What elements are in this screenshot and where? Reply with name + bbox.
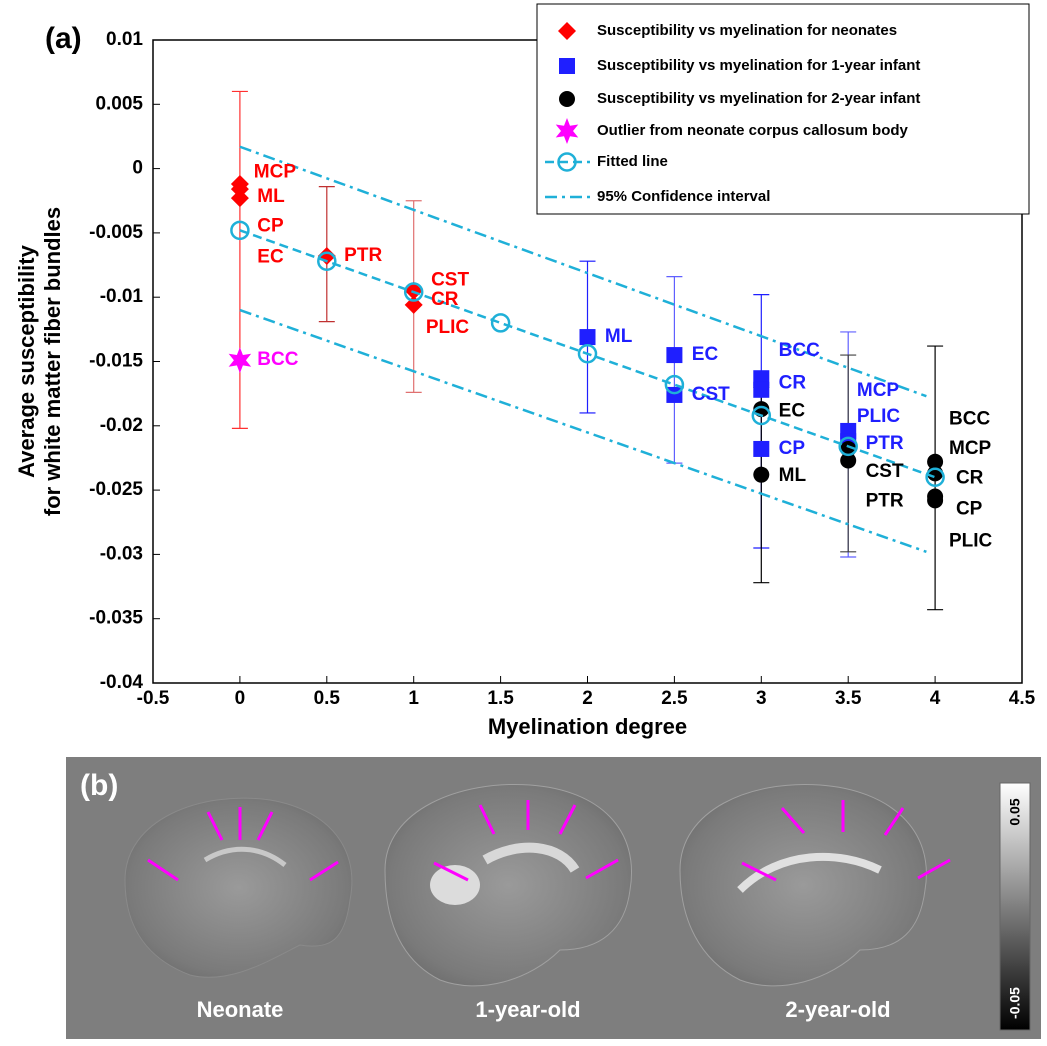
point [580,329,596,345]
point-label: CR [956,468,984,489]
legend-label: Susceptibility vs myelination for 2-year… [597,90,920,107]
panel-label: (a) [45,22,82,55]
point-label: EC [692,344,719,365]
brain-feature [430,865,480,905]
panel-label: (b) [80,769,118,802]
y-axis-label: for white matter fiber bundles [40,207,65,516]
point-label: CST [692,384,730,405]
point-label: MCP [254,161,297,182]
x-tick-label: 0 [235,688,246,709]
point-label: ML [605,326,633,347]
point [492,314,509,331]
point-label: PTR [866,491,904,512]
caption: 1-year-old [475,997,580,1022]
y-tick-label: -0.025 [89,479,143,500]
x-axis-label: Myelination degree [488,714,687,739]
x-tick-label: 1 [408,688,419,709]
point-label: BCC [779,340,820,361]
legend-label: Fitted line [597,153,668,170]
point-label: ML [779,465,807,486]
y-tick-label: 0 [132,158,143,179]
legend-label: Susceptibility vs myelination for 1-year… [597,57,920,74]
point [666,347,682,363]
point-label: CP [779,438,806,459]
colorbar-label: -0.05 [1007,987,1023,1019]
legend-label: 95% Confidence interval [597,188,770,205]
x-tick-label: 4 [930,688,941,709]
point-label: PLIC [949,531,993,552]
point-label: CP [257,215,284,236]
point-label: EC [257,246,284,267]
x-tick-label: 0.5 [314,688,341,709]
point-label: CR [431,289,459,310]
y-tick-label: -0.02 [100,415,143,436]
y-tick-label: -0.015 [89,351,143,372]
point-label: PTR [344,245,382,266]
point-label: BCC [949,408,990,429]
point-label: CST [431,269,469,290]
x-tick-label: 4.5 [1009,688,1036,709]
point [229,347,252,373]
point [927,492,943,508]
point-label: PLIC [426,317,470,338]
y-tick-label: 0.01 [106,29,143,50]
y-tick-label: -0.035 [89,608,143,629]
point-label: CR [779,372,807,393]
caption: 2-year-old [785,997,890,1022]
y-tick-label: -0.01 [100,286,144,307]
y-tick-label: -0.005 [89,222,143,243]
y-tick-label: -0.04 [100,672,144,693]
colorbar-label: 0.05 [1007,798,1023,825]
point-label: EC [779,401,806,422]
legend-marker [559,91,575,107]
point [753,467,769,483]
x-tick-label: 1.5 [487,688,514,709]
point-label: BCC [257,349,298,370]
y-tick-label: 0.005 [95,93,143,114]
point [753,441,769,457]
figure: (a) -0.500.511.522.533.544.50.010.0050-0… [0,0,1047,1041]
legend-label: Susceptibility vs myelination for neonat… [597,22,897,39]
point [231,189,249,207]
y-tick-label: -0.03 [100,543,143,564]
x-tick-label: 3.5 [835,688,862,709]
point [753,382,769,398]
legend-marker [559,58,575,74]
x-tick-label: 2.5 [661,688,688,709]
point-label: PLIC [857,406,901,427]
point-label: MCP [857,380,900,401]
point-label: MCP [949,438,992,459]
legend-label: Outlier from neonate corpus callosum bod… [597,122,909,139]
caption: Neonate [197,997,284,1022]
point-label: ML [257,186,285,207]
x-tick-label: 3 [756,688,767,709]
point-label: CST [866,461,904,482]
point-label: CP [956,498,983,519]
point-label: PTR [866,433,904,454]
legend: Susceptibility vs myelination for neonat… [537,4,1029,214]
x-tick-label: 2 [582,688,593,709]
y-axis-label: Average susceptibility [14,244,39,477]
panel-b: (b) Neonate 1-year-old 2-year-old 0.05 -… [66,757,1041,1039]
